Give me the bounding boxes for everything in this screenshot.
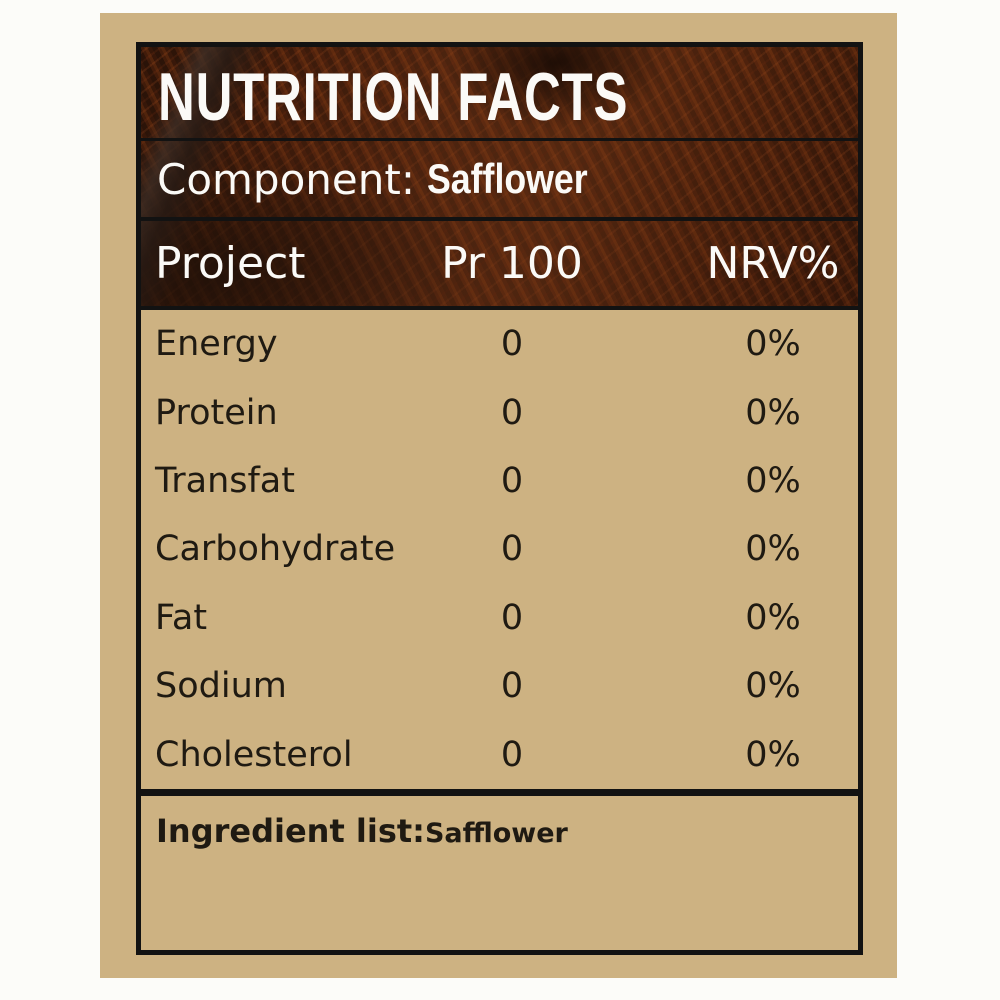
nutrient-name: Fat [155, 597, 208, 638]
title-row: NUTRITION FACTS [141, 47, 858, 141]
nutrient-per100-value: 0 [500, 734, 524, 775]
table-row: Protein 0 0% [141, 378, 858, 446]
nutrient-name: Protein [155, 392, 278, 433]
nutrient-name: Energy [155, 324, 278, 365]
nutrient-nrv-value: 0% [745, 392, 801, 433]
column-header-project: Project [155, 238, 306, 289]
nutrient-nrv-value: 0% [745, 324, 801, 365]
table-row: Cholesterol 0 0% [141, 721, 858, 789]
component-label: Component: [157, 154, 415, 204]
nutrient-nrv-value: 0% [745, 666, 801, 707]
nutrient-per100-value: 0 [500, 529, 524, 570]
nutrient-per100-value: 0 [500, 597, 524, 638]
nutrition-facts-title: NUTRITION FACTS [158, 58, 629, 135]
columns-header-row: Project Pr 100 NRV% [141, 221, 858, 306]
nutrient-table: Energy 0 0% Protein 0 0% Transfat 0 0% C… [141, 310, 858, 789]
table-row: Sodium 0 0% [141, 652, 858, 720]
nutrient-nrv-value: 0% [745, 734, 801, 775]
nutrient-name: Cholesterol [155, 734, 353, 775]
nutrition-box: NUTRITION FACTS Component: Safflower Pro… [136, 42, 863, 955]
nutrient-per100-value: 0 [500, 666, 524, 707]
nutrient-name: Sodium [155, 666, 287, 707]
ingredient-value: Safflower [424, 818, 568, 849]
nutrient-nrv-value: 0% [745, 461, 801, 502]
thick-divider [141, 789, 858, 796]
nutrient-nrv-value: 0% [745, 597, 801, 638]
component-value: Safflower [427, 155, 588, 202]
header-photo: NUTRITION FACTS Component: Safflower Pro… [141, 47, 858, 310]
column-header-nrv: NRV% [706, 238, 840, 289]
ingredient-label: Ingredient list: [156, 812, 425, 850]
nutrient-per100-value: 0 [500, 461, 524, 502]
table-row: Energy 0 0% [141, 310, 858, 378]
label-panel: NUTRITION FACTS Component: Safflower Pro… [100, 13, 897, 978]
ingredient-section: Ingredient list:Safflower [141, 796, 858, 950]
nutrient-nrv-value: 0% [745, 529, 801, 570]
column-header-per100: Pr 100 [441, 238, 583, 289]
nutrient-name: Carbohydrate [155, 529, 396, 570]
nutrient-name: Transfat [155, 461, 295, 502]
table-row: Transfat 0 0% [141, 447, 858, 515]
nutrient-per100-value: 0 [500, 324, 524, 365]
component-row: Component: Safflower [141, 141, 858, 221]
table-row: Fat 0 0% [141, 584, 858, 652]
nutrient-per100-value: 0 [500, 392, 524, 433]
table-row: Carbohydrate 0 0% [141, 515, 858, 583]
